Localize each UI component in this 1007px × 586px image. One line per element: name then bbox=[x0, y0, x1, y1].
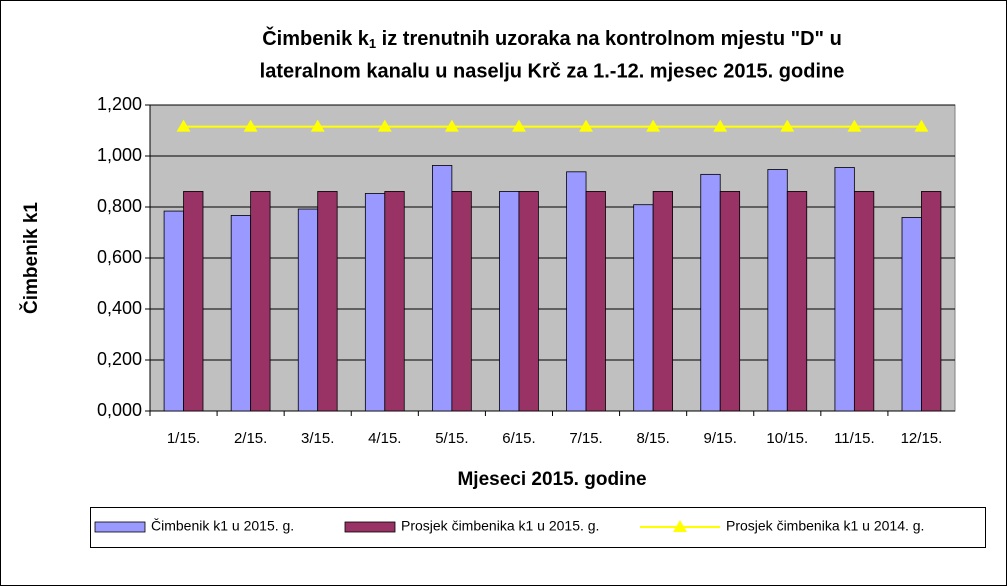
bar bbox=[834, 167, 855, 412]
chart-title-line: lateralnom kanalu u naselju Krč za 1.-12… bbox=[260, 60, 845, 82]
bar bbox=[719, 191, 741, 412]
x-tick-label: 10/15. bbox=[766, 430, 808, 447]
bar bbox=[853, 191, 875, 412]
marker bbox=[511, 119, 526, 132]
x-tick-label: 11/15. bbox=[834, 430, 875, 447]
bar bbox=[786, 191, 808, 412]
legend-swatch bbox=[344, 521, 396, 533]
legend bbox=[90, 507, 986, 548]
x-tick-label: 6/15. bbox=[502, 430, 535, 447]
marker bbox=[847, 119, 862, 132]
marker bbox=[444, 119, 459, 132]
y-tick-label: 0,800 bbox=[97, 196, 142, 216]
marker bbox=[176, 119, 191, 132]
legend-label: Čimbenik k1 u 2015. g. bbox=[151, 518, 294, 534]
legend-label: Prosjek čimbenika k1 u 2015. g. bbox=[401, 518, 599, 534]
bar bbox=[317, 191, 338, 412]
bar bbox=[585, 191, 606, 412]
title-part: Čimbenik k bbox=[262, 26, 370, 50]
bar bbox=[163, 210, 184, 412]
bar bbox=[767, 169, 788, 412]
marker bbox=[243, 119, 258, 132]
marker bbox=[310, 119, 325, 132]
bar bbox=[901, 217, 922, 412]
bar bbox=[250, 191, 271, 412]
x-tick-label: 4/15. bbox=[368, 430, 401, 447]
marker bbox=[377, 119, 392, 132]
y-tick-label: 0,200 bbox=[97, 349, 142, 369]
legend-marker bbox=[673, 520, 687, 532]
x-tick-label: 9/15. bbox=[704, 430, 737, 447]
bar bbox=[700, 173, 721, 412]
bar bbox=[652, 191, 673, 412]
y-tick-label: 0,000 bbox=[97, 400, 142, 420]
y-tick-label: 0,400 bbox=[97, 298, 142, 318]
y-tick-label: 1,200 bbox=[97, 94, 142, 114]
marker bbox=[579, 119, 594, 132]
bar bbox=[384, 191, 405, 412]
y-axis-label: Čimbenik k1 bbox=[20, 202, 42, 314]
bar bbox=[921, 191, 942, 412]
bar bbox=[499, 191, 520, 412]
marker bbox=[914, 119, 929, 132]
title-part: iz trenutnih uzoraka na kontrolnom mjest… bbox=[376, 28, 842, 50]
bar bbox=[518, 191, 539, 412]
bar bbox=[633, 204, 654, 412]
x-axis-label: Mjeseci 2015. godine bbox=[457, 469, 646, 490]
x-tick-label: 5/15. bbox=[435, 430, 468, 447]
bar bbox=[230, 215, 252, 412]
x-tick-label: 1/15. bbox=[167, 430, 200, 447]
title-subscript: 1 bbox=[369, 36, 376, 51]
bar bbox=[183, 191, 204, 412]
x-tick-label: 12/15. bbox=[901, 430, 943, 447]
bar bbox=[432, 165, 453, 412]
x-tick-label: 2/15. bbox=[234, 430, 267, 447]
legend-swatch bbox=[94, 521, 146, 533]
x-tick-label: 8/15. bbox=[636, 430, 669, 447]
y-tick-label: 1,000 bbox=[97, 145, 142, 165]
bar bbox=[364, 193, 386, 412]
marker bbox=[780, 119, 795, 132]
x-tick-label: 3/15. bbox=[301, 430, 334, 447]
marker bbox=[713, 119, 728, 132]
x-tick-label: 7/15. bbox=[569, 430, 602, 447]
legend-label: Prosjek čimbenika k1 u 2014. g. bbox=[726, 518, 924, 534]
y-tick-label: 0,600 bbox=[97, 247, 142, 267]
bar bbox=[297, 208, 319, 412]
marker bbox=[646, 119, 661, 132]
chart-title: Čimbenik k1 iz trenutnih uzoraka na kont… bbox=[262, 26, 842, 51]
bar bbox=[566, 171, 587, 412]
bar bbox=[451, 191, 472, 412]
